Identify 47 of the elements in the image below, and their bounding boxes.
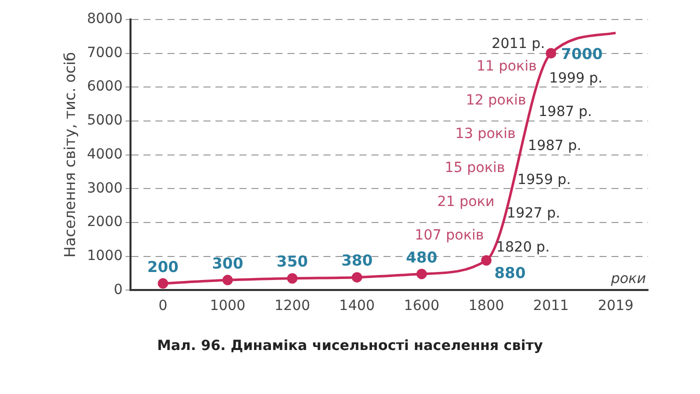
x-tick-label: 1800 (468, 298, 504, 314)
annotation: 1927 р. (506, 206, 560, 222)
y-tick-label: 3000 (86, 180, 123, 196)
annotation: 15 років (444, 160, 506, 176)
data-label: 880 (494, 264, 526, 282)
annotation: 12 років (466, 92, 526, 108)
data-label: 480 (406, 248, 438, 266)
annotation: 11 років (476, 58, 537, 74)
point (546, 48, 556, 58)
annotation: 1987 р. (538, 104, 592, 120)
annotation: 2011 р. (492, 36, 545, 52)
y-tick-label: 1000 (86, 248, 123, 264)
point (158, 278, 168, 289)
annotation: 107 років (414, 228, 484, 244)
y-tick-label: 8000 (86, 11, 123, 28)
annotation: 1987 р. (528, 138, 582, 154)
annotation: 21 роки (437, 194, 494, 210)
annotation: 1959 р. (517, 172, 571, 188)
data-label: 200 (147, 258, 179, 276)
point (352, 272, 362, 283)
y-tick-label: 2000 (86, 214, 123, 230)
point (222, 274, 233, 286)
x-tick-label: 0 (158, 298, 168, 314)
y-tick-label: 0 (114, 282, 123, 298)
data-label: 380 (341, 252, 373, 270)
point (416, 268, 427, 280)
point (481, 255, 492, 266)
x-axis-title: роки (610, 270, 646, 287)
x-tick-label: 2011 (533, 298, 569, 314)
annotation: 1999 р. (549, 70, 602, 86)
y-axis-title: Населення світу, тис. осіб (60, 52, 79, 258)
annotation: 1820 р. (496, 240, 550, 256)
data-label: 350 (276, 252, 308, 271)
y-tick-label: 5000 (86, 112, 123, 129)
data-label: 300 (212, 254, 244, 272)
text: Мал. 96. Динаміка чисельності населення світу (156, 338, 544, 354)
x-tick-label: 1000 (210, 298, 246, 314)
y-tick-label: 6000 (86, 78, 123, 95)
x-tick-label: 1200 (274, 298, 310, 314)
y-tick-label: 7000 (86, 44, 123, 61)
x-tick-label: 1600 (404, 298, 440, 314)
data-label: 7000 (560, 45, 603, 64)
x-tick-label: 2019 (598, 298, 634, 314)
point (287, 273, 298, 284)
y-tick-label: 4000 (86, 146, 123, 162)
annotation: 13 років (455, 126, 516, 142)
x-tick-label: 1400 (339, 298, 375, 314)
